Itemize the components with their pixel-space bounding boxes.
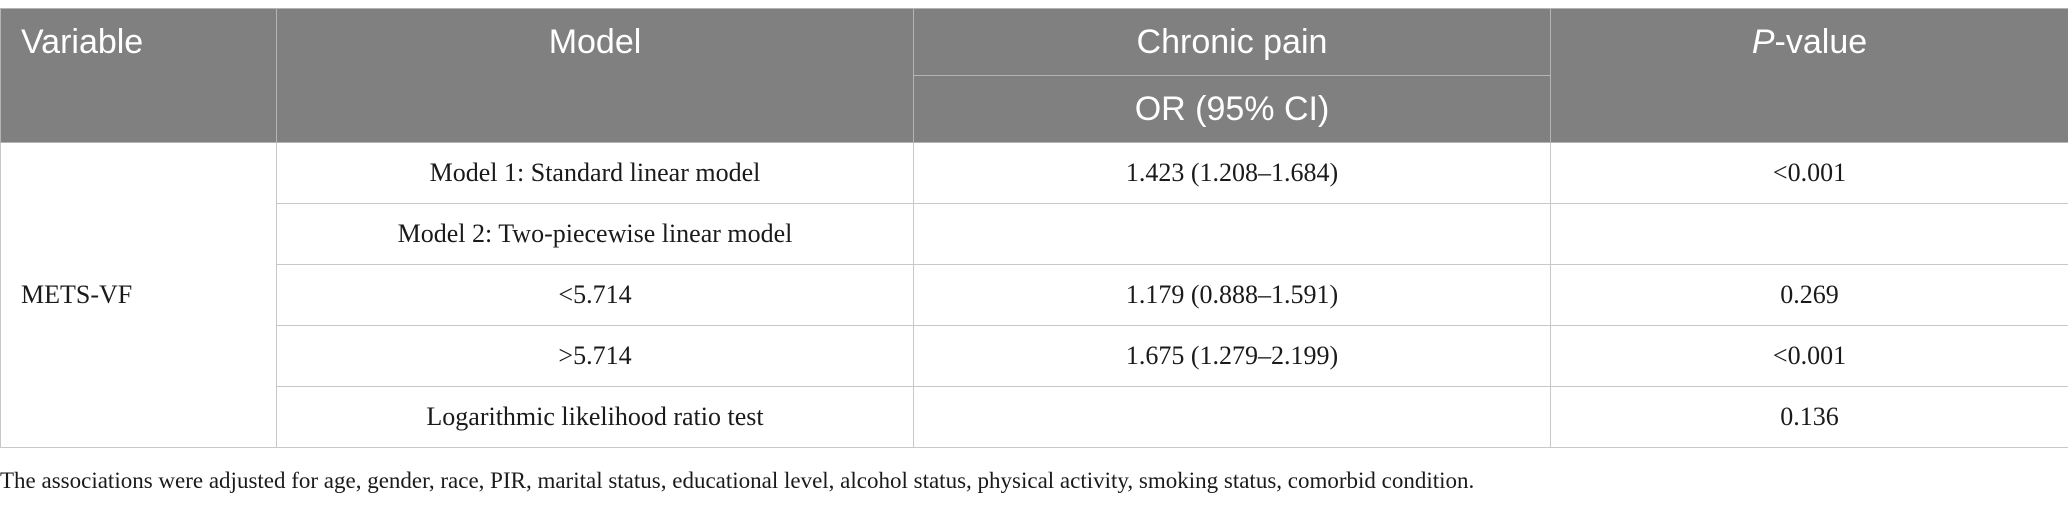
table-row: Model 2: Two-piecewise linear model [1,203,2068,265]
p-cell [1550,203,2068,265]
header-or-ci: OR (95% CI) [913,75,1551,143]
header-variable: Variable [0,8,277,143]
or-cell [913,203,1551,265]
p-cell: 0.269 [1550,264,2068,326]
table-footnote: The associations were adjusted for age, … [0,468,1475,493]
table-body: METS-VF Model 1: Standard linear model 1… [0,142,2068,448]
model-cell: <5.714 [276,264,914,326]
variable-cell: METS-VF [0,142,277,448]
header-p-letter: P [1751,23,1775,61]
model-cell: Logarithmic likelihood ratio test [276,386,914,448]
model-cell: Model 2: Two-piecewise linear model [276,203,914,265]
header-chronic-pain: Chronic pain [913,8,1551,76]
header-row: Variable Model Chronic pain P-value [0,8,2068,143]
table-row: METS-VF Model 1: Standard linear model 1… [0,142,2068,448]
model-cell: >5.714 [276,325,914,387]
p-cell: <0.001 [1550,142,2068,204]
or-cell [913,386,1551,448]
p-cell: 0.136 [1550,386,2068,448]
p-cell: <0.001 [1550,325,2068,387]
table-row: <5.714 1.179 (0.888–1.591) 0.269 [1,264,2068,326]
table-row: >5.714 1.675 (1.279–2.199) <0.001 [1,325,2068,387]
header-subrow: OR (95% CI) [1,75,2068,143]
table-header: Variable Model Chronic pain P-value OR (… [0,8,2068,143]
results-table: Variable Model Chronic pain P-value OR (… [0,8,2068,448]
table-row: Logarithmic likelihood ratio test 0.136 [1,386,2068,448]
header-p-value: P-value [1550,8,2068,143]
model-cell: Model 1: Standard linear model [276,142,914,204]
header-p-suffix: -value [1774,23,1868,61]
or-cell: 1.423 (1.208–1.684) [913,142,1551,204]
or-cell: 1.179 (0.888–1.591) [913,264,1551,326]
or-cell: 1.675 (1.279–2.199) [913,325,1551,387]
header-model: Model [276,8,914,143]
